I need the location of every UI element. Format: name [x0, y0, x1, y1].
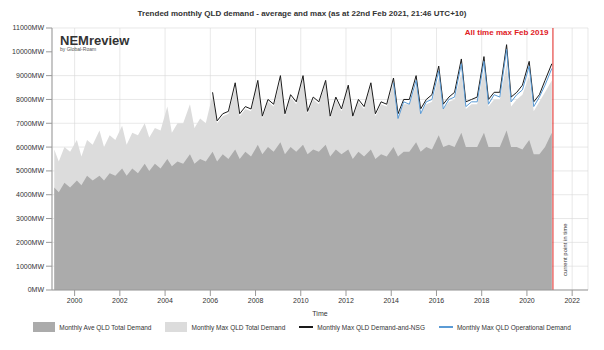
svg-text:All time max Feb 2019: All time max Feb 2019: [465, 28, 549, 37]
svg-text:1000MW: 1000MW: [16, 263, 44, 270]
svg-text:2000: 2000: [67, 297, 83, 304]
svg-text:2010: 2010: [293, 297, 309, 304]
svg-text:2018: 2018: [474, 297, 490, 304]
svg-text:Time: Time: [312, 310, 327, 316]
svg-text:3000MW: 3000MW: [16, 215, 44, 222]
svg-text:2016: 2016: [429, 297, 445, 304]
html-text:NEMreview: NEMreview: [60, 33, 130, 48]
svg-text:6000MW: 6000MW: [16, 144, 44, 151]
html-text:Trended monthly QLD demand - a: Trended monthly QLD demand - average and…: [137, 9, 467, 18]
svg-text:current point in time: current point in time: [562, 223, 568, 276]
html-text:Monthly Max QLD Demand-and-NSG: Monthly Max QLD Demand-and-NSG: [317, 323, 425, 331]
svg-text:2012: 2012: [338, 297, 354, 304]
html-text:Monthly Ave QLD Total Demand: Monthly Ave QLD Total Demand: [59, 323, 152, 331]
svg-text:2004: 2004: [157, 297, 173, 304]
svg-text:5000MW: 5000MW: [16, 167, 44, 174]
svg-text:0MW: 0MW: [28, 286, 45, 293]
svg-text:9000MW: 9000MW: [16, 72, 44, 79]
svg-text:2014: 2014: [383, 297, 399, 304]
svg-text:7000MW: 7000MW: [16, 120, 44, 127]
html-text:Monthly Max QLD Total Demand: Monthly Max QLD Total Demand: [191, 323, 286, 331]
svg-text:2002: 2002: [112, 297, 128, 304]
svg-text:2022: 2022: [564, 297, 580, 304]
svg-text:2020: 2020: [519, 297, 535, 304]
svg-text:2000MW: 2000MW: [16, 239, 44, 246]
svg-text:2008: 2008: [248, 297, 264, 304]
html-text:by Global-Roam: by Global-Roam: [60, 46, 97, 52]
svg-text:10000MW: 10000MW: [12, 48, 44, 55]
svg-text:11000MW: 11000MW: [13, 24, 45, 31]
svg-text:4000MW: 4000MW: [16, 191, 44, 198]
html-text:Monthly Max QLD Operational De: Monthly Max QLD Operational Demand: [457, 323, 571, 331]
svg-text:2006: 2006: [203, 297, 219, 304]
svg-text:8000MW: 8000MW: [16, 96, 44, 103]
